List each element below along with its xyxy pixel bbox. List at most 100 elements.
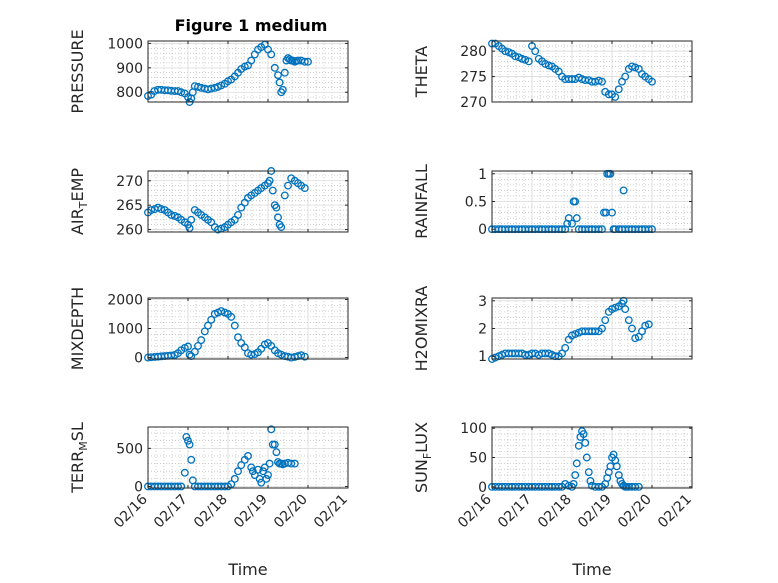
data-point bbox=[267, 50, 276, 59]
data-point bbox=[558, 225, 566, 234]
data-point bbox=[612, 462, 621, 471]
y-tick-label: 0 bbox=[134, 479, 143, 495]
data-point bbox=[194, 341, 202, 350]
data-point bbox=[260, 463, 269, 472]
data-point bbox=[574, 441, 583, 450]
y-tick-label: 1 bbox=[478, 349, 487, 365]
data-point bbox=[591, 327, 600, 336]
data-point bbox=[278, 85, 287, 94]
data-point bbox=[604, 90, 613, 99]
data-point bbox=[624, 316, 633, 325]
data-point bbox=[621, 305, 630, 314]
data-point bbox=[568, 219, 576, 228]
data-point bbox=[579, 430, 588, 438]
data-point bbox=[270, 63, 279, 72]
data-point bbox=[237, 461, 246, 470]
data-point bbox=[247, 463, 256, 472]
data-point bbox=[247, 350, 256, 359]
data-point bbox=[631, 334, 640, 343]
data-point bbox=[581, 438, 590, 447]
y-axis-label: SUNFLUX bbox=[412, 422, 434, 493]
subplot-3: 260 265 270 AIRTEMP bbox=[68, 167, 349, 239]
data-point bbox=[277, 350, 286, 359]
y-tick-label: 1000 bbox=[107, 36, 143, 52]
y-axis-label: H2OMIXRA bbox=[412, 286, 431, 372]
axes-box bbox=[147, 170, 349, 233]
data-point bbox=[185, 224, 194, 233]
y-tick-label: 260 bbox=[116, 223, 143, 239]
y-tick-label: 100 bbox=[460, 421, 487, 437]
y-axis-label: RAINFALL bbox=[412, 164, 431, 239]
data-point bbox=[598, 77, 606, 86]
data-point bbox=[185, 440, 194, 449]
y-axis-label: TERRMSL bbox=[68, 422, 90, 494]
data-point bbox=[247, 56, 256, 65]
data-point bbox=[257, 478, 266, 487]
data-point bbox=[563, 219, 572, 228]
y-tick-label: 1000 bbox=[107, 322, 143, 338]
data-point bbox=[584, 468, 593, 477]
data-point bbox=[265, 176, 274, 185]
data-point bbox=[167, 210, 176, 219]
data-point bbox=[272, 203, 281, 212]
y-tick-label: 800 bbox=[116, 85, 143, 101]
data-point bbox=[244, 452, 252, 460]
data-point bbox=[614, 85, 623, 94]
data-point bbox=[594, 482, 603, 491]
data-point bbox=[270, 440, 279, 449]
data-point bbox=[619, 186, 628, 195]
y-tick-label: 270 bbox=[460, 95, 487, 111]
data-point bbox=[287, 459, 296, 468]
data-point bbox=[184, 342, 192, 351]
data-point bbox=[300, 184, 309, 193]
subplot-4: 0 0.5 1 RAINFALL bbox=[412, 164, 693, 239]
data-point bbox=[608, 208, 616, 217]
data-point bbox=[274, 213, 282, 222]
data-point bbox=[234, 210, 242, 219]
data-point bbox=[180, 468, 189, 477]
data-point bbox=[230, 321, 239, 330]
data-point bbox=[648, 77, 656, 86]
data-point bbox=[262, 474, 271, 483]
y-tick-label: 275 bbox=[460, 70, 487, 86]
data-point bbox=[606, 169, 615, 178]
data-point bbox=[611, 92, 620, 101]
y-tick-label: 270 bbox=[116, 174, 143, 190]
data-point bbox=[598, 324, 606, 333]
y-axis-label: MIXDEPTH bbox=[68, 287, 87, 370]
data-point bbox=[227, 480, 236, 489]
data-point bbox=[182, 432, 191, 441]
data-point bbox=[204, 321, 212, 330]
data-point bbox=[572, 459, 581, 468]
data-point bbox=[197, 336, 206, 345]
data-point bbox=[290, 459, 299, 468]
y-tick-label: 265 bbox=[116, 198, 143, 214]
subplot-1: 800 900 1000 PRESSURE bbox=[68, 29, 349, 114]
data-point bbox=[531, 47, 540, 56]
data-point bbox=[190, 347, 199, 356]
y-tick-label: 280 bbox=[460, 44, 487, 60]
data-point bbox=[300, 57, 309, 66]
data-point bbox=[571, 471, 580, 480]
data-point bbox=[157, 205, 166, 214]
y-axis-label: PRESSURE bbox=[68, 29, 87, 113]
y-tick-label: 0 bbox=[134, 351, 143, 367]
y-tick-label: 50 bbox=[469, 451, 487, 467]
data-point bbox=[234, 467, 242, 476]
data-point bbox=[234, 333, 242, 342]
data-point bbox=[280, 68, 289, 77]
data-point bbox=[521, 55, 530, 64]
axes-box bbox=[147, 426, 349, 489]
data-point bbox=[268, 186, 277, 195]
axes-box bbox=[147, 40, 349, 103]
y-tick-label: 2 bbox=[478, 322, 487, 338]
y-tick-label: 0.5 bbox=[465, 195, 487, 211]
data-point bbox=[264, 471, 272, 479]
data-point bbox=[217, 307, 226, 316]
y-tick-label: 500 bbox=[116, 441, 143, 457]
data-point bbox=[611, 303, 620, 312]
y-tick-label: 1 bbox=[478, 167, 487, 183]
data-point bbox=[621, 72, 630, 81]
data-point bbox=[582, 453, 591, 462]
